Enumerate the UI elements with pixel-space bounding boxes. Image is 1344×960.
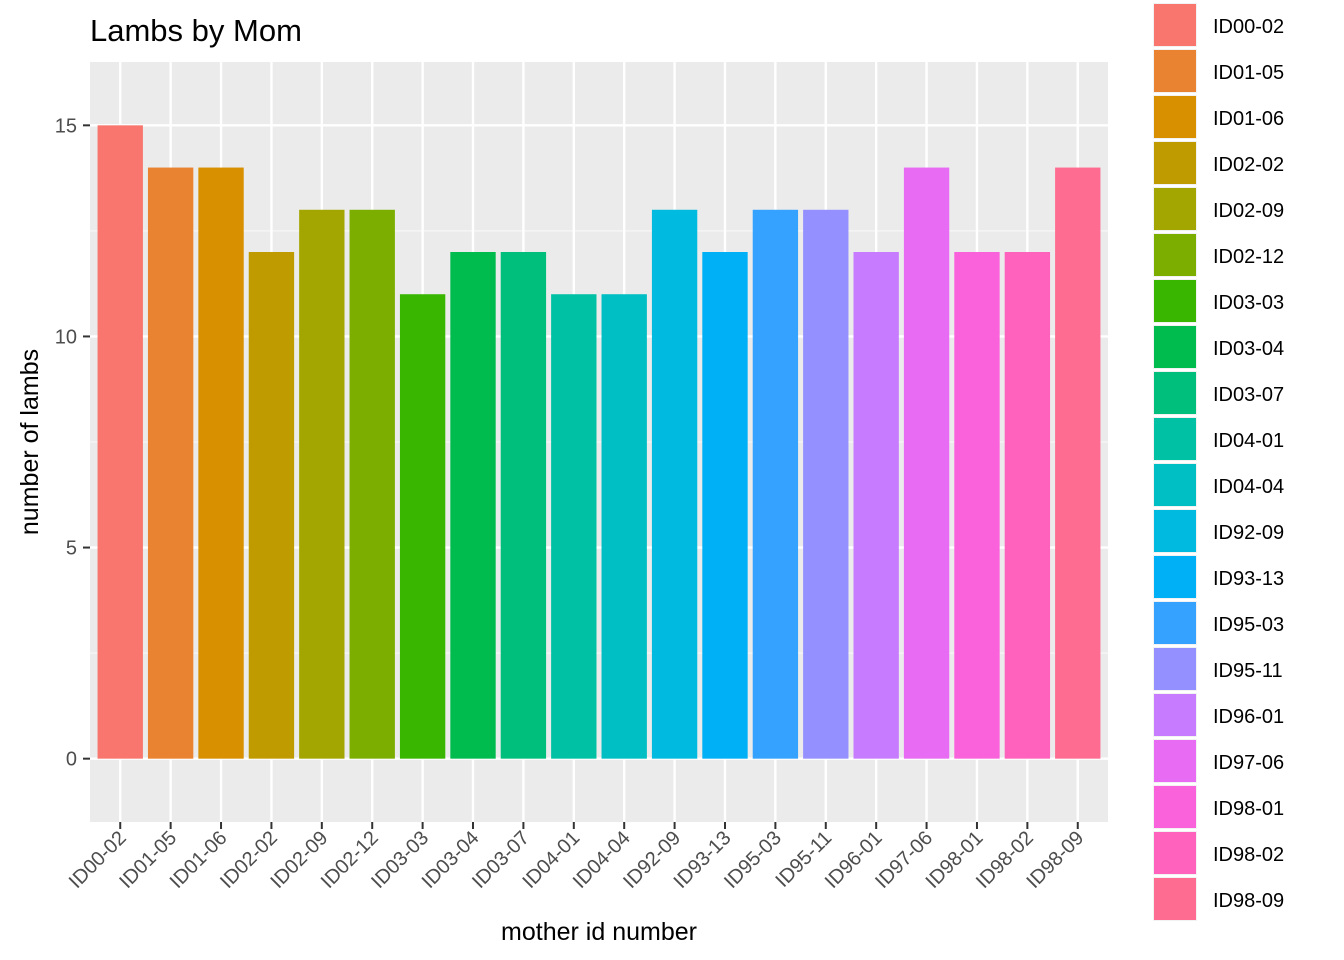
legend-label: ID97-06 xyxy=(1213,752,1284,774)
legend-label: ID03-04 xyxy=(1213,338,1284,360)
legend: ID00-02 ID01-05 ID01-06 ID02-02 ID02-09 ID02-… xyxy=(1153,3,1284,921)
bar xyxy=(853,252,899,759)
legend-key xyxy=(1154,740,1196,782)
legend-label: ID04-04 xyxy=(1213,476,1284,498)
bar xyxy=(702,252,748,759)
legend-key xyxy=(1154,4,1196,46)
bar xyxy=(551,294,597,759)
legend-label: ID01-05 xyxy=(1213,62,1284,84)
legend-key xyxy=(1154,648,1196,690)
x-axis: ID00-02ID01-05ID01-06ID02-02ID02-09ID02-… xyxy=(65,822,1088,893)
legend-key xyxy=(1154,510,1196,552)
y-axis-title: number of lambs xyxy=(16,349,44,535)
bar xyxy=(147,167,194,759)
legend-label: ID01-06 xyxy=(1213,108,1284,130)
legend-label: ID98-01 xyxy=(1213,798,1284,820)
legend-key xyxy=(1154,694,1196,736)
legend-label: ID95-11 xyxy=(1213,660,1283,682)
legend-label: ID96-01 xyxy=(1213,706,1284,728)
legend-key xyxy=(1154,602,1196,644)
y-tick-label: 10 xyxy=(55,326,77,348)
legend-key xyxy=(1154,878,1196,920)
legend-label: ID98-09 xyxy=(1213,890,1284,912)
legend-label: ID98-02 xyxy=(1213,844,1284,866)
legend-label: ID92-09 xyxy=(1213,522,1284,544)
bar xyxy=(349,209,395,759)
legend-label: ID93-13 xyxy=(1213,568,1284,590)
legend-key xyxy=(1154,96,1196,138)
legend-key xyxy=(1154,234,1196,276)
bar xyxy=(903,167,950,759)
x-tick-label: ID98-09 xyxy=(1022,827,1088,893)
bar xyxy=(803,209,849,759)
legend-label: ID00-02 xyxy=(1213,16,1284,38)
bar xyxy=(752,209,799,759)
bar xyxy=(601,294,647,759)
bar xyxy=(399,294,446,759)
bar xyxy=(450,252,496,759)
legend-key xyxy=(1154,786,1196,828)
legend-key xyxy=(1154,418,1196,460)
x-tick-label: ID95-03 xyxy=(720,827,786,893)
bar xyxy=(299,209,345,759)
legend-key xyxy=(1154,142,1196,184)
bar xyxy=(651,209,698,759)
legend-key xyxy=(1154,832,1196,874)
bar xyxy=(1004,252,1051,759)
legend-key xyxy=(1154,556,1196,598)
legend-key xyxy=(1154,326,1196,368)
legend-label: ID02-12 xyxy=(1213,246,1284,268)
y-axis: 0 5 10 15 xyxy=(55,115,90,771)
legend-label: ID02-02 xyxy=(1213,154,1284,176)
y-tick-label: 0 xyxy=(66,749,77,771)
x-axis-title: mother id number xyxy=(501,918,697,946)
legend-label: ID04-01 xyxy=(1213,430,1284,452)
legend-key xyxy=(1154,464,1196,506)
legend-label: ID03-03 xyxy=(1213,292,1284,314)
bar xyxy=(954,252,1000,759)
bar xyxy=(1055,167,1101,759)
legend-key xyxy=(1154,50,1196,92)
legend-key xyxy=(1154,280,1196,322)
legend-label: ID95-03 xyxy=(1213,614,1284,636)
legend-label: ID02-09 xyxy=(1213,200,1284,222)
y-tick-label: 15 xyxy=(55,115,77,137)
bar xyxy=(500,252,547,759)
bars xyxy=(97,125,1101,759)
legend-key xyxy=(1154,188,1196,230)
y-tick-label: 5 xyxy=(66,538,77,560)
chart-title: Lambs by Mom xyxy=(90,13,302,48)
bar xyxy=(198,167,244,759)
legend-label: ID03-07 xyxy=(1213,384,1284,406)
bar xyxy=(97,125,143,759)
bar xyxy=(248,252,295,759)
legend-key xyxy=(1154,372,1196,414)
